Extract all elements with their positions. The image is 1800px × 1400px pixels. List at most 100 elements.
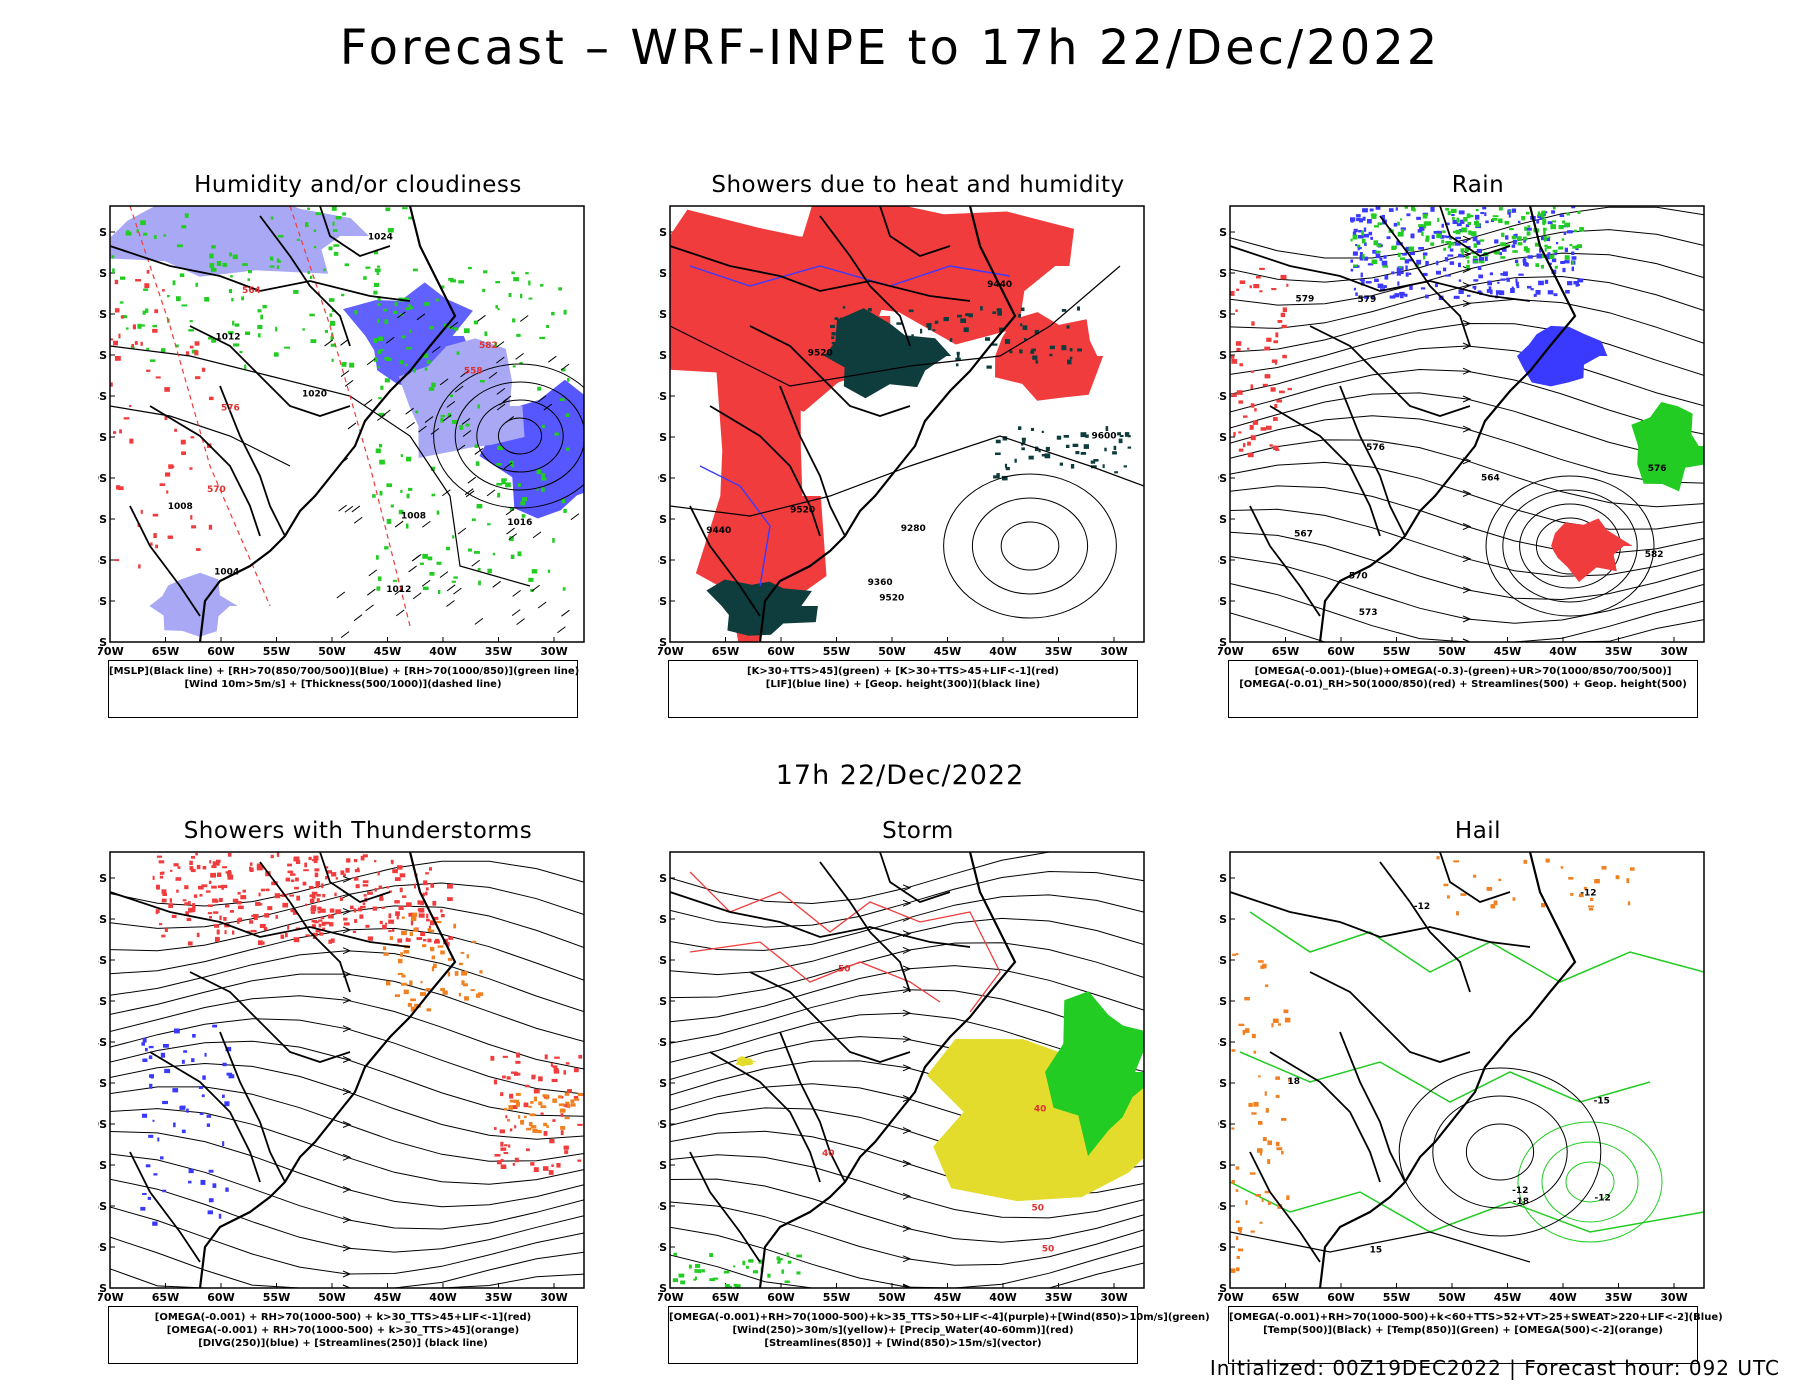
omega-blue-area xyxy=(1478,274,1484,279)
omega-green-area xyxy=(1411,206,1415,211)
lat-tick-label: 36S xyxy=(1218,554,1227,567)
omega-blue-area xyxy=(1358,235,1364,239)
border xyxy=(879,206,951,257)
lon-tick-label: 60W xyxy=(767,645,794,658)
omega-green-area xyxy=(1473,260,1479,263)
rh-green-contour xyxy=(436,561,442,565)
red-convection-area xyxy=(416,937,423,940)
omega-orange-area xyxy=(1275,1094,1280,1098)
convection-green-area xyxy=(933,355,939,360)
omega-green-area xyxy=(1361,238,1366,244)
wind-green-area xyxy=(767,1273,771,1278)
omega-blue-area xyxy=(1495,290,1502,294)
omega-blue-area xyxy=(1355,292,1358,296)
streamline xyxy=(110,1268,584,1288)
convection-green-area xyxy=(1021,442,1024,446)
omega-orange-area xyxy=(1494,902,1497,905)
omega-blue-area xyxy=(1358,230,1363,233)
omega-green-area xyxy=(1460,248,1464,252)
rh-green-contour xyxy=(431,382,436,388)
temp500-contour xyxy=(1432,1095,1568,1209)
lon-tick-label: 40W xyxy=(1549,645,1576,658)
red-convection-area xyxy=(324,866,329,869)
lon-tick-label: 30W xyxy=(540,1291,567,1304)
omega-orange-area xyxy=(1447,895,1450,899)
convection-green-area xyxy=(1090,460,1096,464)
lat-tick-label: 18S xyxy=(98,308,107,321)
rh-green-contour xyxy=(305,222,309,227)
rh-green-contour xyxy=(409,306,413,310)
wind-vector xyxy=(519,315,529,322)
temp850-contour xyxy=(1239,1051,1651,1103)
lon-tick-label: 30W xyxy=(1100,1291,1127,1304)
omega-orange-area xyxy=(1588,908,1594,911)
streamline-arrow xyxy=(342,926,352,934)
red-convection-area xyxy=(428,925,431,930)
rh-green-contour xyxy=(539,336,546,340)
omega-blue-area xyxy=(1419,226,1425,231)
omega-orange-area xyxy=(1570,893,1574,896)
red-convection-area xyxy=(490,1055,495,1061)
omega-blue-area xyxy=(1527,255,1533,259)
rh-green-contour xyxy=(415,410,419,413)
rh-green-contour xyxy=(440,285,445,289)
rh-green-contour xyxy=(302,328,305,331)
map-layer xyxy=(110,852,584,1288)
convection-green-area xyxy=(927,326,932,331)
omega-green-area xyxy=(1398,266,1403,269)
omega-blue-area xyxy=(1359,247,1362,250)
omega-orange-area xyxy=(1594,879,1600,884)
convection-green-area xyxy=(1072,443,1079,447)
rh-green-contour xyxy=(454,327,459,331)
rh-green-contour xyxy=(459,425,464,430)
red-convection-area xyxy=(159,923,163,926)
convection-green-area xyxy=(1020,323,1023,327)
omega-blue-area xyxy=(1499,252,1502,256)
wind-vector xyxy=(340,338,349,346)
red-convection-area xyxy=(390,859,394,864)
omega-orange-area xyxy=(1231,1180,1235,1184)
convection-green-area xyxy=(996,308,1002,312)
red-convection-area xyxy=(287,870,294,874)
thickness-dashed xyxy=(134,341,138,345)
thickness-dashed xyxy=(174,428,178,432)
legend-line: [OMEGA(-0.001)+RH>70(1000-500)+k<60+TTS>… xyxy=(1229,1312,1723,1323)
red-convection-area xyxy=(210,872,216,878)
omega-rh-red-area xyxy=(1287,387,1292,391)
omega-green-area xyxy=(1475,223,1481,227)
omega-orange-area xyxy=(1236,953,1239,956)
red-convection-area xyxy=(573,1068,579,1073)
divergence-blue-area xyxy=(198,1086,203,1089)
omega-orange-area xyxy=(1271,1023,1274,1028)
rh-green-contour xyxy=(448,277,454,281)
rh-green-contour xyxy=(377,350,382,355)
omega-green-area xyxy=(1421,231,1424,236)
wind-vector xyxy=(439,378,449,386)
divergence-blue-area xyxy=(173,1122,176,1128)
lat-tick-label: 24S xyxy=(98,390,107,403)
rh-green-contour xyxy=(143,232,148,236)
rh-green-contour xyxy=(248,270,252,274)
red-convection-area xyxy=(506,1076,511,1080)
red-convection-area xyxy=(554,1056,560,1059)
omega-rh-red-area xyxy=(1281,324,1287,329)
rh-green-contour xyxy=(276,265,280,269)
map-frame: 12S15S18S21S24S27S30S33S36S39S42S70W65W6… xyxy=(1218,851,1705,1304)
streamline-arrow xyxy=(902,1160,912,1167)
wind-vector xyxy=(422,520,431,528)
rh-green-contour xyxy=(333,251,339,256)
red-convection-area xyxy=(227,871,232,877)
red-convection-area xyxy=(237,901,242,905)
lat-tick-label: 12S xyxy=(98,872,107,885)
thickness-dashed xyxy=(131,344,134,348)
orange-convection-area xyxy=(397,973,404,975)
thickness-dashed xyxy=(118,333,121,339)
omega-blue-area xyxy=(1518,273,1524,276)
red-convection-area xyxy=(205,890,211,893)
wind-vector xyxy=(516,618,525,626)
border xyxy=(1339,385,1406,537)
rh-green-contour xyxy=(563,508,567,513)
border xyxy=(319,206,391,257)
wind-vector xyxy=(430,427,440,435)
omega-green-area xyxy=(1548,236,1551,239)
